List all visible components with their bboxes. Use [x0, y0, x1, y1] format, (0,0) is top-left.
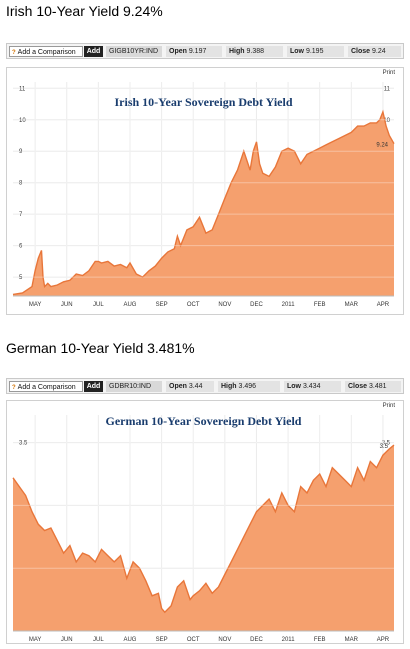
- x-tick-label: FEB: [314, 302, 326, 308]
- x-tick-label: APR: [377, 637, 390, 643]
- low-value: 3.434: [302, 383, 321, 390]
- x-tick-label: JUL: [93, 302, 104, 308]
- irish-add-comparison-button[interactable]: ? Add a Comparison: [9, 46, 83, 57]
- irish-open-stat: Open 9.197: [166, 46, 222, 57]
- irish-add-button[interactable]: Add: [84, 46, 103, 57]
- x-tick-label: NOV: [218, 637, 231, 643]
- help-icon: ?: [12, 50, 16, 56]
- open-label: Open: [169, 48, 187, 55]
- help-icon: ?: [12, 385, 16, 391]
- high-value: 3.496: [238, 383, 257, 390]
- german-add-comparison-button[interactable]: ? Add a Comparison: [9, 381, 83, 392]
- german-chart-panel: ? Add a Comparison Add GDBR10:IND Open 3.…: [6, 378, 404, 644]
- irish-close-stat: Close 9.24: [348, 46, 401, 57]
- irish-high-stat: High 9.388: [226, 46, 283, 57]
- irish-yield-chart: 556677889910101111MAYJUNJULAUGSEPOCTNOVD…: [12, 82, 395, 308]
- german-add-button[interactable]: Add: [84, 381, 103, 392]
- irish-low-stat: Low 9.195: [287, 46, 344, 57]
- x-tick-label: 2011: [282, 302, 296, 308]
- x-tick-label: OCT: [187, 637, 200, 643]
- irish-heading-label: Irish 10-Year Yield: [6, 3, 120, 19]
- german-yield-heading: German 10-Year Yield 3.481%: [6, 340, 195, 356]
- x-tick-label: OCT: [187, 302, 200, 308]
- x-tick-label: JUN: [61, 302, 73, 308]
- y-tick-label-left: 11: [19, 86, 26, 92]
- x-tick-label: SEP: [156, 302, 168, 308]
- add-comparison-label: Add a Comparison: [17, 384, 76, 391]
- close-label: Close: [351, 48, 371, 55]
- low-value: 9.195: [305, 48, 324, 55]
- y-tick-label-left: 3.5: [19, 441, 28, 447]
- german-heading-value: 3.481%: [147, 340, 195, 356]
- x-tick-label: SEP: [156, 637, 168, 643]
- x-tick-label: JUN: [61, 637, 73, 643]
- close-value: 9.24: [372, 48, 386, 55]
- x-tick-label: MAR: [345, 302, 359, 308]
- yield-area: [13, 445, 394, 631]
- low-label: Low: [287, 383, 301, 390]
- x-tick-label: JUL: [93, 637, 104, 643]
- x-tick-label: 2011: [282, 637, 296, 643]
- close-label: Close: [348, 383, 368, 390]
- open-value: 3.44: [188, 383, 203, 390]
- german-heading-label: German 10-Year Yield: [6, 340, 144, 356]
- last-value-label: 9.24: [376, 143, 388, 149]
- open-label: Open: [169, 383, 187, 390]
- irish-chart-area: Print 556677889910101111MAYJUNJULAUGSEPO…: [6, 67, 404, 315]
- y-tick-label-left: 9: [19, 149, 23, 155]
- x-tick-label: FEB: [314, 637, 326, 643]
- close-value: 3.481: [369, 383, 387, 390]
- x-tick-label: AUG: [123, 302, 136, 308]
- irish-chart-panel: ? Add a Comparison Add GIGB10YR:IND Open …: [6, 43, 404, 315]
- high-label: High: [221, 383, 237, 390]
- german-yield-chart: 2.52.5333.53.5MAYJUNJULAUGSEPOCTNOVDEC20…: [12, 414, 395, 643]
- irish-heading-value: 9.24%: [123, 3, 163, 19]
- low-label: Low: [290, 48, 304, 55]
- chart-title: German 10-Year Sovereign Debt Yield: [106, 414, 302, 428]
- y-tick-label-left: 6: [19, 244, 23, 250]
- german-chart-area: Print 2.52.5333.53.5MAYJUNJULAUGSEPOCTNO…: [6, 400, 404, 644]
- chart-title: Irish 10-Year Sovereign Debt Yield: [115, 95, 293, 109]
- last-value-label: 3.5: [380, 444, 389, 450]
- high-value: 9.388: [246, 48, 265, 55]
- y-tick-label-left: 8: [19, 181, 23, 187]
- yield-line: [12, 444, 395, 614]
- yield-area: [13, 111, 394, 297]
- y-tick-label-right: 11: [384, 86, 391, 92]
- irish-toolbar: ? Add a Comparison Add GIGB10YR:IND Open …: [6, 43, 404, 59]
- y-tick-label-right: 3.5: [382, 441, 391, 447]
- y-tick-label-right: 10: [383, 118, 390, 124]
- x-tick-label: DEC: [250, 302, 263, 308]
- irish-yield-heading: Irish 10-Year Yield 9.24%: [6, 3, 163, 19]
- y-tick-label-left: 5: [19, 275, 23, 281]
- irish-print-link[interactable]: Print: [382, 70, 395, 76]
- x-tick-label: NOV: [218, 302, 231, 308]
- add-comparison-label: Add a Comparison: [17, 49, 76, 56]
- german-high-stat: High 3.496: [218, 381, 280, 392]
- x-tick-label: MAY: [29, 302, 42, 308]
- y-tick-label-left: 7: [19, 212, 23, 218]
- german-ticker-field[interactable]: GDBR10:IND: [106, 381, 162, 392]
- x-tick-label: MAR: [345, 637, 359, 643]
- y-tick-label-left: 10: [19, 118, 26, 124]
- x-tick-label: DEC: [250, 637, 263, 643]
- x-tick-label: APR: [377, 302, 390, 308]
- open-value: 9.197: [188, 48, 207, 55]
- irish-ticker-field[interactable]: GIGB10YR:IND: [106, 46, 162, 57]
- german-toolbar: ? Add a Comparison Add GDBR10:IND Open 3.…: [6, 378, 404, 394]
- yield-line: [12, 109, 395, 296]
- x-tick-label: AUG: [123, 637, 136, 643]
- german-print-link[interactable]: Print: [382, 403, 395, 409]
- german-open-stat: Open 3.44: [166, 381, 214, 392]
- high-label: High: [229, 48, 245, 55]
- german-close-stat: Close 3.481: [345, 381, 401, 392]
- x-tick-label: MAY: [29, 637, 42, 643]
- german-low-stat: Low 3.434: [284, 381, 341, 392]
